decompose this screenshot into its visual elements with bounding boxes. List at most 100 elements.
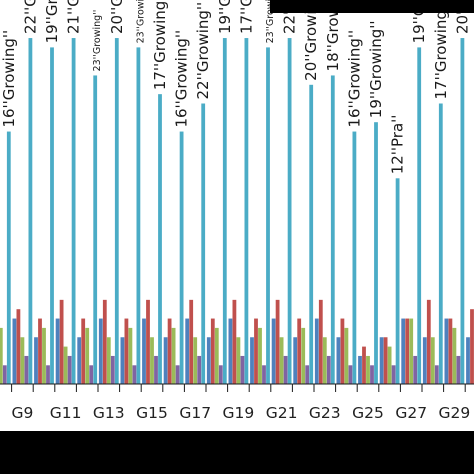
bar-g11-series-2 xyxy=(59,299,64,384)
data-label-g12: 23''Growing'' xyxy=(92,10,103,72)
bar-g22-series-5 xyxy=(309,84,314,385)
bar-g25-series-2 xyxy=(362,346,366,384)
bar-g12-series-1 xyxy=(77,337,82,384)
x-tick-label-g9: G9 xyxy=(11,404,33,422)
bar-g24-series-5 xyxy=(352,131,357,384)
bars-layer xyxy=(0,38,474,385)
bar-g20-series-4 xyxy=(262,365,266,384)
bar-g16-series-4 xyxy=(175,365,180,384)
bar-g14-series-3 xyxy=(128,327,133,384)
bar-g16-series-5 xyxy=(179,131,184,384)
x-tick-label-g13: G13 xyxy=(93,404,125,422)
bar-g29-series-4 xyxy=(456,355,461,384)
bar-g12-series-3 xyxy=(85,327,90,384)
bar-g21-series-4 xyxy=(283,355,288,384)
bar-g29-series-2 xyxy=(448,318,453,384)
bar-g25-series-5 xyxy=(374,122,378,384)
bar-g29-series-5 xyxy=(460,38,465,385)
bar-g8-series-5 xyxy=(6,131,11,384)
bar-g18-series-4 xyxy=(218,365,223,384)
bar-g11-series-5 xyxy=(71,38,76,385)
data-label-g26: 12''Pra'' xyxy=(389,115,407,175)
bar-g17-series-2 xyxy=(189,299,194,384)
x-tick-label-g23: G23 xyxy=(309,404,341,422)
bar-g20-series-3 xyxy=(258,327,262,384)
bar-g13-series-2 xyxy=(102,299,107,384)
data-label-g18: 19''Growing'' xyxy=(216,0,234,34)
bar-g9-series-4 xyxy=(24,355,29,384)
bar-g10-series-3 xyxy=(42,327,46,384)
bar-g17-series-1 xyxy=(185,318,190,384)
bar-g19-series-5 xyxy=(244,38,249,385)
x-tick-label-g11: G11 xyxy=(50,404,82,422)
data-label-g9: 22''Growing'' xyxy=(21,0,39,34)
bar-g30-series-1 xyxy=(466,337,470,384)
bar-g21-series-1 xyxy=(271,318,276,384)
bar-g26-series-3 xyxy=(387,346,392,384)
data-label-g14: 23''Growing'' xyxy=(135,0,146,43)
bar-g22-series-3 xyxy=(301,327,306,384)
data-label-g20: 23''Growing'' xyxy=(265,0,276,43)
bar-g20-series-2 xyxy=(254,318,258,384)
bar-g11-series-3 xyxy=(63,346,68,384)
bar-g23-series-4 xyxy=(326,355,331,384)
bar-g14-series-2 xyxy=(124,318,129,384)
x-tick-label-g21: G21 xyxy=(266,404,298,422)
bar-g13-series-3 xyxy=(106,337,111,384)
bar-g18-series-1 xyxy=(206,337,211,384)
bar-g14-series-5 xyxy=(136,47,141,385)
bar-g18-series-5 xyxy=(222,38,227,385)
bar-g28-series-5 xyxy=(438,103,443,384)
bar-g27-series-5 xyxy=(417,47,422,385)
bar-g27-series-2 xyxy=(405,318,410,384)
bar-g15-series-1 xyxy=(142,318,146,384)
data-label-g23: 18''Growing'' xyxy=(324,0,342,71)
bar-g9-series-1 xyxy=(12,318,17,384)
bar-g20-series-5 xyxy=(266,47,270,385)
bar-g15-series-3 xyxy=(150,337,154,384)
bar-g25-series-1 xyxy=(358,355,362,384)
data-label-g13: 20''Growing'' xyxy=(108,0,126,34)
bar-g24-series-2 xyxy=(340,318,345,384)
bar-g26-series-4 xyxy=(391,365,396,384)
bar-g27-series-3 xyxy=(409,318,414,384)
bar-g18-series-3 xyxy=(214,327,219,384)
bar-g17-series-5 xyxy=(201,103,206,384)
bar-g9-series-2 xyxy=(16,309,21,384)
bar-g15-series-5 xyxy=(158,94,162,385)
bar-g18-series-2 xyxy=(210,318,215,384)
bar-g19-series-4 xyxy=(240,355,245,384)
bar-g14-series-1 xyxy=(120,337,125,384)
x-tick-label-g27: G27 xyxy=(395,404,427,422)
bar-g10-series-4 xyxy=(46,365,50,384)
bar-g13-series-5 xyxy=(114,38,119,385)
x-tick-label-g29: G29 xyxy=(439,404,471,422)
bar-g19-series-1 xyxy=(228,318,233,384)
bar-g28-series-3 xyxy=(430,337,435,384)
data-label-g24: 16''Growing'' xyxy=(345,30,363,128)
data-label-g10: 19''Growing'' xyxy=(43,0,61,43)
bar-g29-series-1 xyxy=(444,318,449,384)
bar-g24-series-4 xyxy=(348,365,353,384)
bar-g16-series-1 xyxy=(163,337,168,384)
bar-g13-series-1 xyxy=(98,318,103,384)
bar-g22-series-1 xyxy=(293,337,298,384)
bar-g17-series-3 xyxy=(193,337,198,384)
data-label-g11: 21''Growing'' xyxy=(65,0,83,34)
bar-g15-series-4 xyxy=(154,355,158,384)
bar-g27-series-4 xyxy=(413,355,418,384)
bar-g21-series-3 xyxy=(279,337,284,384)
x-tick-label-g17: G17 xyxy=(179,404,211,422)
bar-g26-series-5 xyxy=(395,178,400,384)
x-tick-marks-layer xyxy=(11,384,466,392)
data-label-g22: 20''Growing'' xyxy=(302,0,320,81)
bar-g23-series-3 xyxy=(322,337,327,384)
x-tick-label-g15: G15 xyxy=(136,404,168,422)
bar-g17-series-4 xyxy=(197,355,202,384)
bar-g9-series-5 xyxy=(28,38,33,385)
top-crop-band xyxy=(270,0,474,13)
bar-g16-series-3 xyxy=(171,327,176,384)
bar-g16-series-2 xyxy=(167,318,172,384)
